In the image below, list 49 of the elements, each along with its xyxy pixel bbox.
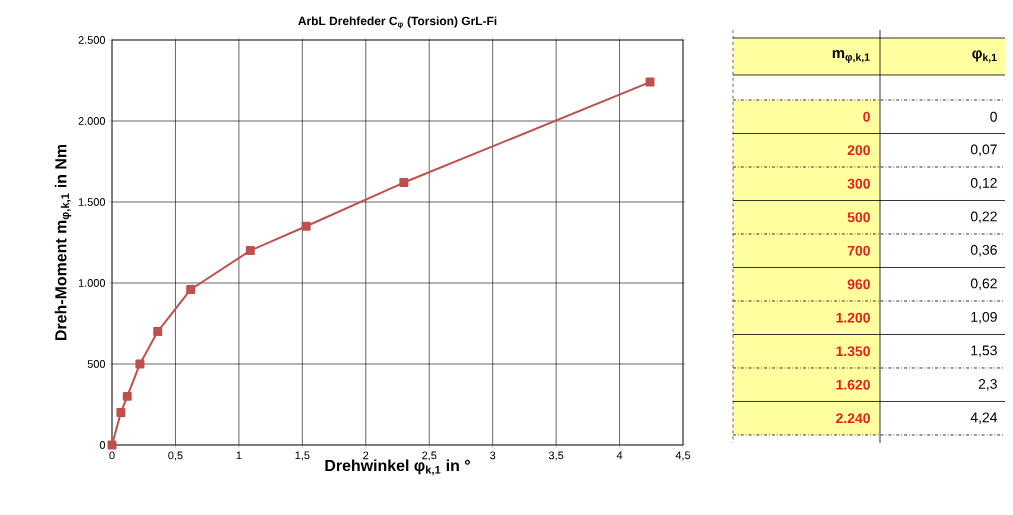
point (186, 284, 196, 294)
point (122, 391, 132, 401)
text: 1.620 (836, 379, 870, 390)
text: 300 (847, 178, 870, 189)
text: 0,12 (970, 177, 997, 190)
x-tick-label: 4 (616, 451, 623, 460)
x-tick-label: 2,5 (422, 451, 437, 461)
text: 2.240 (836, 413, 870, 424)
x-tick-label: 0 (109, 451, 115, 460)
text: 700 (847, 245, 870, 256)
point (153, 327, 163, 337)
point (116, 408, 126, 418)
text: 500 (847, 212, 870, 223)
x-tick-label: 3,5 (548, 451, 564, 461)
text: 4,24 (970, 412, 998, 424)
text: 200 (847, 145, 870, 156)
text: 1,53 (971, 345, 997, 357)
point (399, 178, 409, 188)
point (135, 359, 145, 369)
y-tick-label: 0 (99, 441, 106, 449)
text: 0,22 (970, 211, 997, 223)
x-tick-label: 1,5 (295, 451, 310, 461)
x-tick-label: 3 (490, 451, 496, 460)
x-tick-label: 2 (363, 451, 369, 460)
text: 1,09 (971, 311, 997, 324)
y-tick-label: 2.500 (78, 36, 106, 44)
x-tick-label: 1 (236, 451, 242, 460)
text: 0,07 (970, 144, 997, 156)
text: m$_{φ,k,1}$ (832, 50, 870, 63)
point (245, 246, 255, 256)
text: 1.350 (836, 346, 870, 357)
y-axis-title: Dreh-Moment m$_{φ,k,1}$ in Nm (54, 144, 72, 340)
text: 0 (990, 111, 997, 122)
y-tick-label: 1.500 (78, 198, 106, 206)
text: 2,3 (978, 378, 997, 391)
x-tick-label: 0,5 (168, 451, 183, 461)
y-tick-label: 2.000 (78, 117, 106, 125)
x-tick-label: 4,5 (675, 451, 691, 461)
point (301, 221, 311, 231)
text: 0 (863, 111, 870, 122)
text: 960 (847, 279, 870, 290)
y-tick-label: 500 (87, 360, 106, 368)
text: φ$_{k,1}$ (972, 50, 997, 63)
text: 0,36 (970, 244, 997, 257)
y-tick-label: 1.000 (78, 279, 106, 287)
text: 1.200 (836, 312, 870, 323)
chart-title: ArbL Drehfeder C$_{φ}$ (Torsion) GrL-Fi (298, 16, 497, 29)
point (645, 77, 655, 87)
text: 0,62 (970, 278, 997, 290)
